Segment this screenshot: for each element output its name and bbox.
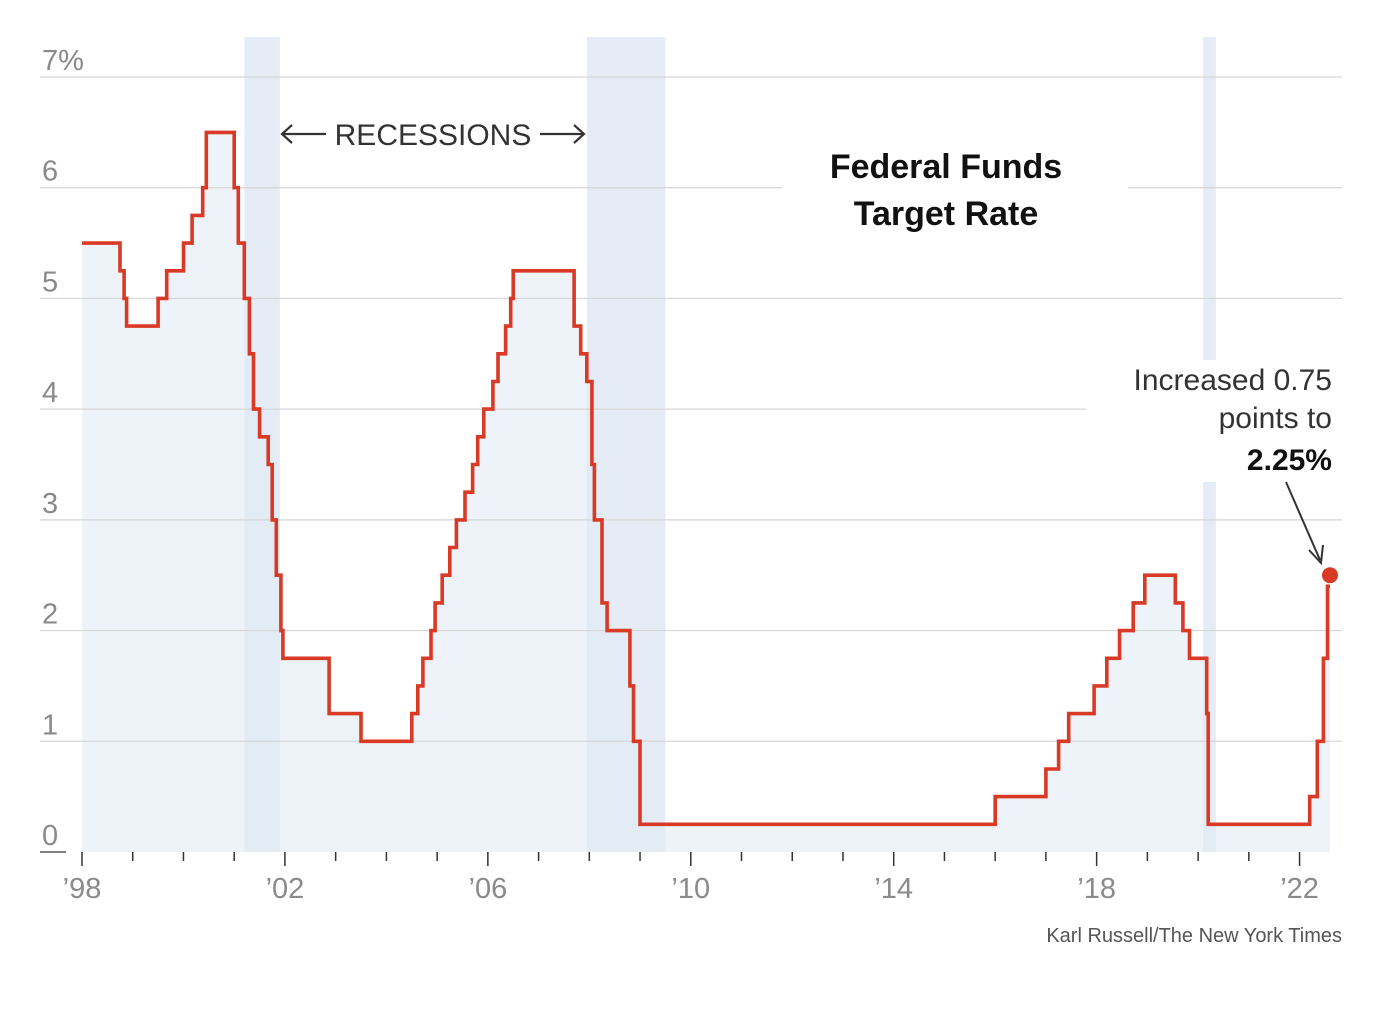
annotation-arrow [1285, 481, 1324, 566]
annotation-value: 2.25% [1247, 444, 1332, 477]
recession-band [586, 37, 666, 852]
title-background [782, 140, 1342, 482]
y-axis-ticks: 0 1 2 3 4 5 6 7% [40, 45, 84, 853]
y-tick-label: 6 [42, 156, 58, 188]
recession-arrow-right [540, 124, 586, 144]
recession-bands [244, 37, 1216, 852]
x-tick-label: ’22 [1280, 873, 1319, 905]
annotation-line-2: points to [1219, 402, 1332, 435]
y-tick-label: 3 [42, 488, 58, 520]
credit: Karl Russell/The New York Times [1046, 925, 1342, 947]
chart-title-line-1: Federal Funds [830, 148, 1062, 186]
x-tick-label: ’98 [63, 873, 102, 905]
y-tick-label: 2 [42, 599, 58, 631]
y-tick-label: 4 [42, 377, 58, 409]
y-tick-label: 7% [42, 45, 84, 77]
recession-arrow-left [280, 124, 326, 144]
y-tick-label: 1 [42, 709, 58, 741]
x-tick-label: ’14 [874, 873, 913, 905]
rate-line-layer [82, 130, 1338, 827]
rate-line [82, 130, 1330, 827]
y-tick-label: 5 [42, 266, 58, 298]
title-mask [782, 140, 1128, 240]
x-tick-label: ’18 [1077, 873, 1116, 905]
x-tick-label: ’10 [671, 873, 710, 905]
x-axis: ’98 ’02 ’06 ’10 ’14 ’18 ’22 [63, 852, 1319, 905]
chart-title-line-2: Target Rate [854, 195, 1039, 233]
recession-band [244, 37, 280, 852]
annotation-line-1: Increased 0.75 [1134, 364, 1332, 397]
latest-rate-point [1322, 567, 1338, 584]
x-tick-label: ’02 [266, 873, 305, 905]
x-tick-label: ’06 [469, 873, 508, 905]
y-tick-label: 0 [42, 820, 58, 852]
annotation-mask [1086, 360, 1342, 482]
recession-label: RECESSIONS [335, 119, 532, 152]
